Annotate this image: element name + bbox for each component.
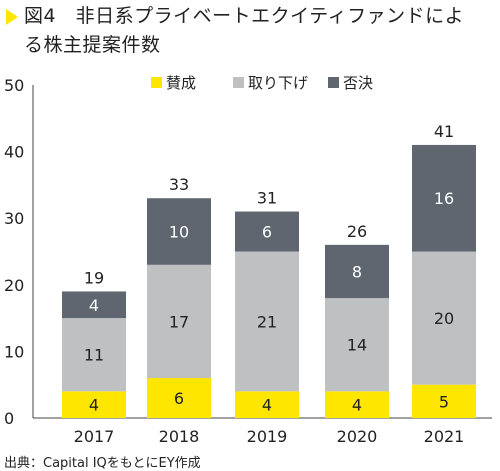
data-label-2019-0: 4 (262, 396, 272, 415)
data-label-2019-2: 6 (262, 223, 272, 242)
title-marker-icon (6, 9, 18, 25)
source-note: 出典：Capital IQをもとにEY作成 (4, 456, 201, 471)
bar-segment-2020-1 (325, 298, 389, 392)
data-label-2018-2: 10 (169, 223, 189, 242)
legend-label-1: 取り下げ (248, 74, 308, 92)
bar-segment-2018-1 (147, 264, 211, 379)
legend-label-2: 否決 (343, 74, 373, 92)
y-tick-label-2: 20 (4, 276, 24, 295)
bar-segment-2020-2 (325, 244, 389, 299)
data-label-2021-1: 20 (434, 309, 454, 328)
data-label-2020-2: 8 (352, 262, 362, 281)
total-label-2020: 26 (347, 222, 367, 241)
x-tick-label-2020: 2020 (337, 427, 378, 446)
data-label-2018-0: 6 (174, 389, 184, 408)
data-label-2020-1: 14 (347, 336, 367, 355)
data-label-2017-2: 4 (89, 296, 99, 315)
x-tick-label-2021: 2021 (424, 427, 465, 446)
data-label-2017-1: 11 (84, 346, 104, 365)
data-label-2018-1: 17 (169, 312, 189, 331)
data-label-2019-1: 21 (257, 312, 277, 331)
title-line-1: 図4 非日系プライベートエクイティファンドによ (24, 5, 465, 27)
bar-segment-2017-1 (62, 318, 126, 392)
total-label-2018: 33 (169, 175, 189, 194)
legend-swatch-2 (328, 77, 339, 88)
y-tick-label-0: 0 (4, 409, 14, 428)
total-label-2021: 41 (434, 122, 454, 141)
data-label-2020-0: 4 (352, 396, 362, 415)
bar-segment-2021-2 (412, 144, 476, 252)
legend-swatch-0 (151, 77, 162, 88)
data-label-2021-2: 16 (434, 189, 454, 208)
title-line-2: る株主提案件数 (24, 34, 161, 56)
x-tick-label-2019: 2019 (247, 427, 288, 446)
y-tick-label-3: 30 (4, 209, 24, 228)
bar-segment-2021-1 (412, 251, 476, 385)
x-tick-label-2018: 2018 (159, 427, 200, 446)
bar-segment-2018-2 (147, 198, 211, 265)
y-tick-label-4: 40 (4, 143, 24, 162)
x-tick-label-2017: 2017 (74, 427, 115, 446)
bar-segment-2021-0 (412, 384, 476, 418)
bar-segment-2017-2 (62, 291, 126, 319)
bar-segment-2017-0 (62, 391, 126, 418)
bar-segment-2019-2 (235, 211, 299, 252)
y-tick-label-1: 10 (4, 342, 24, 361)
total-label-2017: 19 (84, 268, 104, 287)
legend-label-0: 賛成 (166, 74, 196, 92)
total-label-2019: 31 (257, 189, 277, 208)
data-label-2017-0: 4 (89, 396, 99, 415)
data-label-2021-0: 5 (439, 392, 449, 411)
bar-segment-2019-0 (235, 391, 299, 418)
bar-segment-2019-1 (235, 251, 299, 392)
legend-swatch-1 (233, 77, 244, 88)
bar-segment-2020-0 (325, 391, 389, 418)
bar-segment-2018-0 (147, 378, 211, 418)
y-tick-label-5: 50 (4, 76, 24, 95)
